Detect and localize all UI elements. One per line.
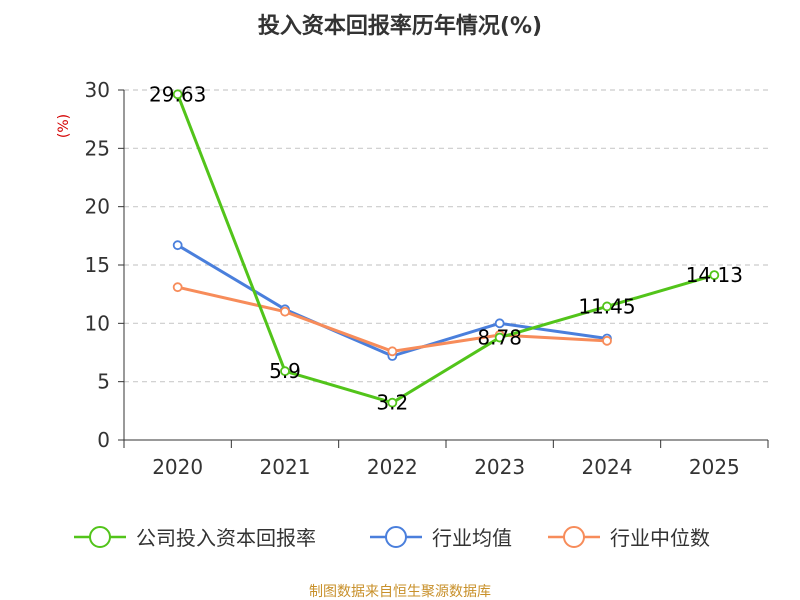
y-tick-label: 25 <box>85 136 110 160</box>
data-point <box>387 346 398 357</box>
data-label: 29.63 <box>149 82 206 106</box>
series-layer <box>172 89 720 408</box>
source-note: 制图数据来自恒生聚源数据库 <box>309 584 491 600</box>
legend-item[interactable]: 行业中位数 <box>548 526 710 550</box>
x-tick-label: 2020 <box>152 455 203 479</box>
legend-item[interactable]: 行业均值 <box>370 526 512 550</box>
y-tick-label: 30 <box>85 78 110 102</box>
series-line <box>176 93 715 405</box>
y-tick-label: 10 <box>85 311 110 335</box>
data-point <box>387 397 398 408</box>
x-tick-label: 2024 <box>582 455 633 479</box>
data-point <box>172 89 183 100</box>
legend-label: 行业均值 <box>432 526 512 550</box>
data-point <box>172 240 183 251</box>
legend-marker <box>563 526 585 548</box>
y-axis-label: (%) <box>56 114 72 138</box>
data-labels: 29.63 5.9 3.2 8.78 11.45 14.13 <box>149 82 743 414</box>
legend-marker <box>89 526 111 548</box>
data-point <box>602 301 612 312</box>
x-tick-label: 2022 <box>367 455 418 479</box>
data-point <box>602 335 612 346</box>
data-point <box>172 282 183 293</box>
y-tick-label: 0 <box>97 428 110 452</box>
y-tick-label: 5 <box>97 370 110 394</box>
grid <box>124 89 768 383</box>
data-label: 11.45 <box>578 294 635 318</box>
data-point <box>280 306 290 317</box>
y-tick-label: 15 <box>85 253 110 277</box>
data-label: 14.13 <box>686 263 743 287</box>
x-tick-label: 2021 <box>260 455 311 479</box>
legend-item[interactable]: 公司投入资本回报率 <box>74 526 316 550</box>
data-label: 5.9 <box>269 359 301 383</box>
legend[interactable]: 公司投入资本回报率 行业均值 行业中位数 <box>74 526 710 550</box>
series-line <box>177 285 608 353</box>
x-tick-label: 2023 <box>474 455 525 479</box>
chart-title: 投入资本回报率历年情况(%) <box>258 13 542 39</box>
data-point <box>280 366 290 377</box>
data-label: 8.78 <box>477 326 522 350</box>
data-label: 3.2 <box>376 391 408 415</box>
data-point <box>709 270 720 281</box>
legend-label: 公司投入资本回报率 <box>136 526 316 550</box>
data-point <box>494 332 505 343</box>
legend-label: 行业中位数 <box>610 526 710 550</box>
y-tick-label: 20 <box>85 195 110 219</box>
legend-marker <box>385 526 407 548</box>
x-tick-label: 2025 <box>689 455 740 479</box>
data-point <box>494 318 505 329</box>
